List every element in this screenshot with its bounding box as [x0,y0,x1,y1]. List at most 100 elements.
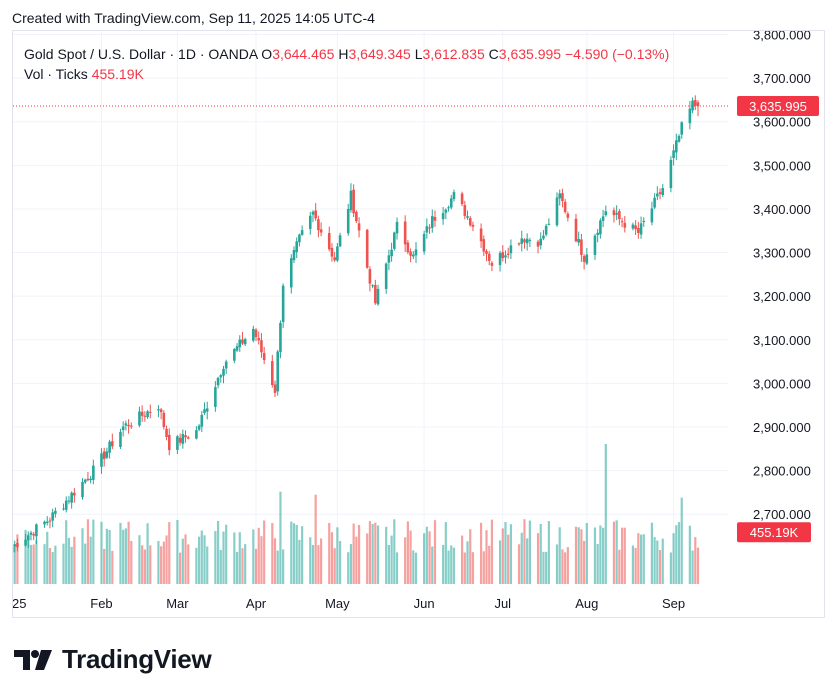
candle-body [252,328,255,341]
candle-body [327,232,331,250]
candle-body [520,238,524,244]
candle-body [121,426,125,431]
candle-body [487,253,491,261]
candle-body [292,249,296,261]
volume-bar [599,525,602,584]
volume-bar [200,530,203,584]
volume-bar [390,535,393,584]
candle-body [308,215,312,229]
volume-bar [35,540,38,584]
price-badges: 3,635.995 455.19K [737,96,819,543]
last-price-badge [737,96,819,117]
candle-body [585,254,589,264]
candle-body [395,221,399,234]
volume-bar [601,527,605,584]
candle-body [365,229,369,268]
candle-layer [13,95,700,553]
volume-bar [371,523,374,584]
candle-body [539,238,543,246]
volume-bar [539,524,542,584]
volume-label[interactable]: Vol · Ticks [24,66,88,82]
volume-bar [593,527,597,584]
candle-body [108,441,111,453]
volume-bar [317,545,320,584]
candle-body [555,197,559,226]
volume-bar [141,545,144,584]
low-value: 3,612.835 [422,46,485,62]
candle-body [409,251,412,256]
candle-body [257,338,261,341]
volume-bar [542,551,545,584]
volume-bar [479,522,483,584]
candle-body [349,190,353,211]
candle-body [463,205,467,217]
candle-body [127,424,130,427]
candle-body [384,263,388,289]
candle-body [672,150,675,158]
candle-body [661,188,665,196]
candle-body [501,252,505,259]
candle-body [504,255,507,258]
candle-body [319,229,323,233]
x-axis[interactable]: 2025 Feb Mar Apr May Jun Jul Aug Sep [13,596,685,611]
volume-bar [694,537,697,584]
candle-body [92,465,95,480]
candle-body [67,500,71,502]
candle-body [289,258,293,288]
candle-body [414,249,418,256]
volume-bar [195,547,198,584]
volume-bar [520,532,523,584]
candle-body [124,423,128,426]
y-tick-label: 3,400.000 [753,202,811,217]
volume-bar [54,545,57,584]
symbol-title[interactable]: Gold Spot / U.S. Dollar · 1D · OANDA [24,46,258,62]
volume-bar [143,549,146,584]
volume-bar [583,540,586,584]
tradingview-brand[interactable]: TradingView [14,644,212,675]
candle-body [203,409,206,413]
volume-bar [29,544,33,584]
candle-body [254,329,258,338]
volume-bar [404,537,407,584]
volume-bar [184,534,187,584]
candle-body [35,524,38,537]
close-label: C [488,46,499,62]
candle-body [601,216,605,221]
candlestick-chart[interactable]: 2,700.000 2,800.000 2,900.000 3,000.000 3,10… [13,31,826,619]
volume-layer [13,444,700,584]
volume-bar [111,550,114,584]
volume-bar [409,530,412,584]
candle-body [485,251,488,254]
volume-bar [637,533,640,584]
x-tick-label: 2025 [13,596,26,611]
candle-body [138,411,141,426]
volume-bar [336,527,339,584]
candle-body [32,534,35,536]
candle-body [51,512,54,521]
candle-body [650,208,654,223]
y-tick-label: 2,700.000 [753,507,811,522]
candle-body [262,352,266,361]
volume-bar [393,519,396,584]
y-tick-label: 3,300.000 [753,246,811,261]
candle-body [105,451,109,458]
candle-body [612,210,616,216]
volume-bar [301,526,304,584]
open-label: O [261,46,273,62]
candle-body [425,226,429,233]
volume-bar [431,546,434,584]
candle-body [422,233,426,252]
candle-body [102,451,106,460]
chart-frame[interactable]: 2,700.000 2,800.000 2,900.000 3,000.000 3,10… [12,30,825,618]
candle-body [675,140,678,153]
candle-body [371,285,374,287]
y-axis[interactable]: 2,700.000 2,800.000 2,900.000 3,000.000 3,10… [753,31,811,522]
volume-bar [24,529,27,584]
volume-bar [89,536,92,584]
volume-bar [688,525,691,584]
candle-body [433,216,437,221]
y-tick-label: 3,200.000 [753,289,811,304]
candle-body [593,235,597,255]
candle-body [330,247,334,257]
volume-bar [165,535,168,584]
